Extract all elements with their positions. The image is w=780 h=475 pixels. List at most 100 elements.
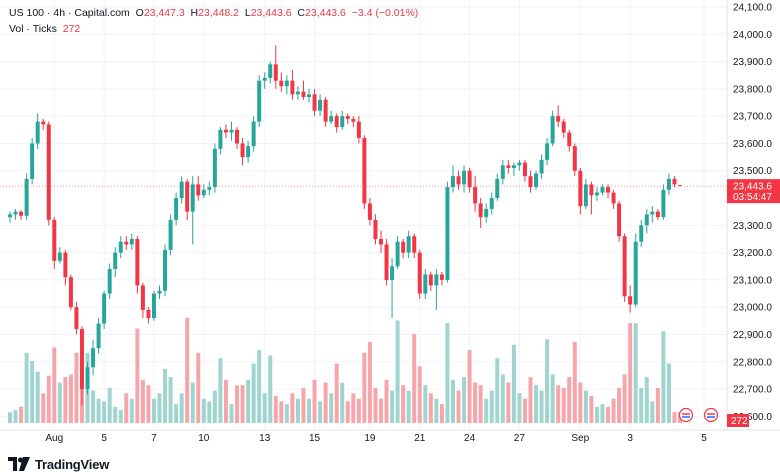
candle-body bbox=[102, 293, 107, 324]
candle-body bbox=[633, 241, 638, 305]
candle bbox=[401, 238, 406, 259]
symbol-label[interactable]: US 100 · 4h · Capital.com bbox=[9, 7, 130, 19]
candle-body bbox=[622, 236, 627, 297]
candle bbox=[334, 113, 339, 133]
event-flag-icon[interactable] bbox=[703, 407, 719, 423]
volume-label[interactable]: Vol · Ticks bbox=[9, 23, 57, 35]
volume-bar bbox=[262, 393, 267, 423]
time-tick-label: Aug bbox=[45, 433, 63, 444]
candle-body bbox=[489, 198, 494, 209]
price-tick-label: 22,700.0 bbox=[733, 385, 772, 396]
candle-body bbox=[301, 91, 306, 98]
candle bbox=[567, 129, 572, 152]
candle-body bbox=[351, 118, 356, 122]
candle bbox=[284, 75, 289, 95]
volume-bar bbox=[63, 377, 68, 423]
candle-body bbox=[500, 165, 505, 179]
candle-body bbox=[462, 170, 467, 185]
candle bbox=[456, 170, 461, 190]
candle-body bbox=[179, 181, 184, 199]
candle bbox=[63, 249, 68, 286]
volume-bar bbox=[390, 390, 395, 423]
candle bbox=[151, 290, 156, 321]
time-tick-label: Sep bbox=[571, 433, 589, 444]
candle-body bbox=[107, 268, 112, 294]
low-label: L bbox=[244, 7, 251, 19]
volume-bar bbox=[190, 382, 195, 423]
event-flag-icon[interactable] bbox=[678, 407, 694, 423]
candle-body bbox=[428, 274, 433, 286]
candle bbox=[661, 184, 666, 220]
volume-bar bbox=[539, 390, 544, 423]
candle bbox=[390, 258, 395, 319]
volume-bar bbox=[545, 339, 550, 423]
candle-body bbox=[478, 203, 483, 218]
volume-bar bbox=[561, 387, 566, 423]
candle-body bbox=[113, 252, 118, 269]
candle bbox=[406, 230, 411, 259]
last-price-tag[interactable] bbox=[727, 179, 780, 204]
volume-bar bbox=[445, 323, 450, 423]
candle bbox=[367, 198, 372, 226]
volume-bar bbox=[655, 387, 660, 423]
candle-body bbox=[46, 124, 51, 220]
candle bbox=[351, 116, 356, 128]
volume-bar bbox=[617, 387, 622, 423]
volume-bar bbox=[185, 317, 190, 423]
candle-body bbox=[617, 203, 622, 237]
volume-bar bbox=[578, 382, 583, 423]
volume-tag-value: 272 bbox=[731, 416, 748, 427]
candle-body bbox=[611, 192, 616, 204]
volume-tag[interactable] bbox=[727, 414, 749, 427]
time-scale[interactable]: Aug 5 7 10 13 15 19 21 24 27 Sep 3 5 bbox=[0, 429, 780, 444]
candle bbox=[262, 72, 267, 89]
volume-bar bbox=[628, 323, 633, 423]
volume-bar bbox=[312, 379, 317, 423]
candle-body bbox=[30, 143, 35, 179]
candle-body bbox=[295, 91, 300, 95]
candle bbox=[423, 268, 428, 300]
volume-bar bbox=[450, 379, 455, 423]
candle-body bbox=[606, 187, 611, 193]
candle-body bbox=[207, 187, 212, 190]
open-value: 23,447.3 bbox=[143, 7, 185, 19]
volume-bar bbox=[639, 387, 644, 423]
price-tick-label: 24,000.0 bbox=[733, 30, 772, 41]
candle-body bbox=[644, 214, 649, 226]
candle-body bbox=[174, 198, 179, 220]
candle-body bbox=[323, 99, 328, 122]
candle-body bbox=[406, 236, 411, 253]
candle bbox=[52, 217, 57, 269]
candle bbox=[506, 159, 511, 174]
candle bbox=[467, 168, 472, 193]
time-tick-label: 10 bbox=[198, 433, 210, 444]
tradingview-logo[interactable]: TradingView bbox=[8, 456, 109, 472]
volume-bar bbox=[74, 352, 79, 423]
candle-body bbox=[367, 203, 372, 220]
candle-body bbox=[140, 285, 145, 310]
candle-body bbox=[24, 178, 29, 216]
candle-body bbox=[273, 64, 278, 81]
candle bbox=[246, 140, 251, 163]
candle bbox=[500, 159, 505, 185]
volume-bar bbox=[223, 379, 228, 423]
candle-body bbox=[268, 64, 273, 78]
candle-body bbox=[284, 80, 289, 87]
candle bbox=[572, 143, 577, 177]
candle-body bbox=[19, 211, 24, 216]
candle bbox=[373, 214, 378, 245]
price-scale[interactable]: 24,100.0 24,000.0 23,900.0 23,800.0 23,700.0… bbox=[726, 0, 780, 430]
volume-bar bbox=[91, 390, 96, 423]
candle bbox=[606, 184, 611, 199]
candle-body bbox=[484, 208, 489, 218]
volume-bar bbox=[24, 352, 29, 423]
candle-body bbox=[235, 129, 240, 144]
candle bbox=[107, 263, 112, 300]
candle-body bbox=[362, 137, 367, 204]
candle-body bbox=[8, 214, 12, 218]
volume-bar bbox=[157, 393, 162, 423]
overlays bbox=[0, 185, 727, 423]
high-value: 23,448.2 bbox=[198, 7, 240, 19]
candle bbox=[273, 45, 278, 89]
candle bbox=[489, 192, 494, 215]
